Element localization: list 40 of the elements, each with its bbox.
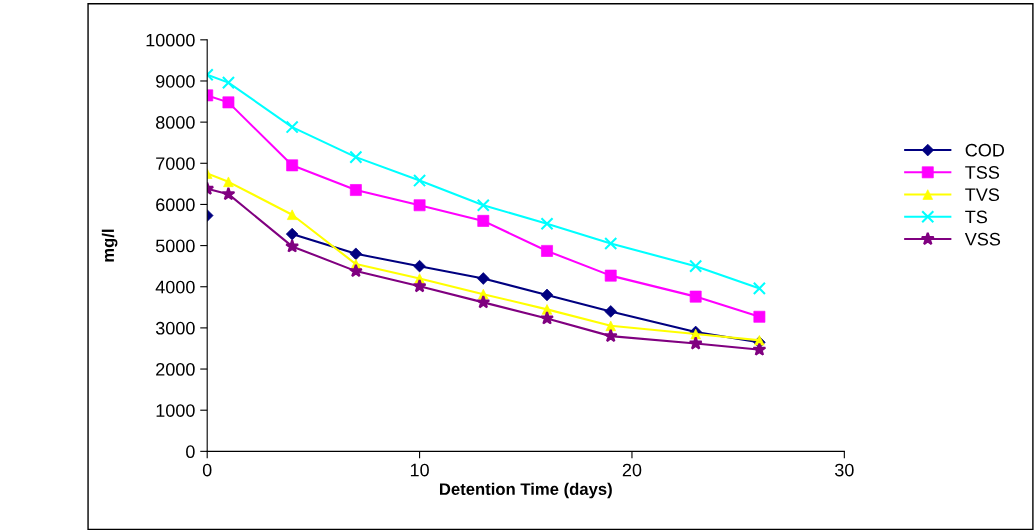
point — [604, 236, 618, 251]
y-tick-label: 4000 — [155, 280, 195, 294]
y-tick-label: 0 — [186, 445, 195, 459]
x-tick-label: 20 — [622, 463, 642, 477]
point — [540, 311, 554, 325]
x-axis-title: Detention Time (days) — [439, 482, 612, 499]
point — [688, 336, 703, 350]
point — [221, 76, 236, 90]
point — [540, 217, 554, 231]
y-tick-label: 2000 — [156, 362, 195, 376]
legend-label: COD — [965, 143, 1005, 157]
y-tick-label: 5000 — [155, 239, 195, 253]
legend-label: TSS — [965, 166, 1000, 179]
point — [752, 281, 766, 295]
point — [412, 279, 427, 293]
legend-label: VSS — [964, 232, 1001, 246]
y-tick-label: 3000 — [155, 321, 195, 335]
x-tick-label: 30 — [834, 463, 854, 477]
y-axis-title: mg/l — [101, 229, 118, 262]
point — [412, 173, 427, 188]
y-tick-label: 10000 — [146, 33, 195, 47]
y-tick-label: 9000 — [156, 74, 195, 88]
point — [285, 120, 299, 134]
point — [348, 263, 363, 278]
point — [689, 259, 703, 273]
y-tick-label: 8000 — [156, 116, 195, 129]
point — [349, 150, 363, 164]
point — [603, 328, 618, 343]
legend-label: TS — [965, 210, 988, 224]
point — [752, 342, 767, 356]
x-tick-label: 10 — [410, 463, 429, 477]
x-tick-label: 0 — [202, 463, 212, 477]
point — [285, 239, 300, 253]
y-tick-label: 7000 — [156, 157, 195, 170]
legend-label: TVS — [965, 188, 1000, 202]
point — [476, 198, 490, 212]
point — [221, 186, 236, 201]
y-tick-label: 1000 — [156, 404, 195, 417]
point — [476, 295, 491, 309]
y-tick-label: 6000 — [156, 198, 195, 212]
